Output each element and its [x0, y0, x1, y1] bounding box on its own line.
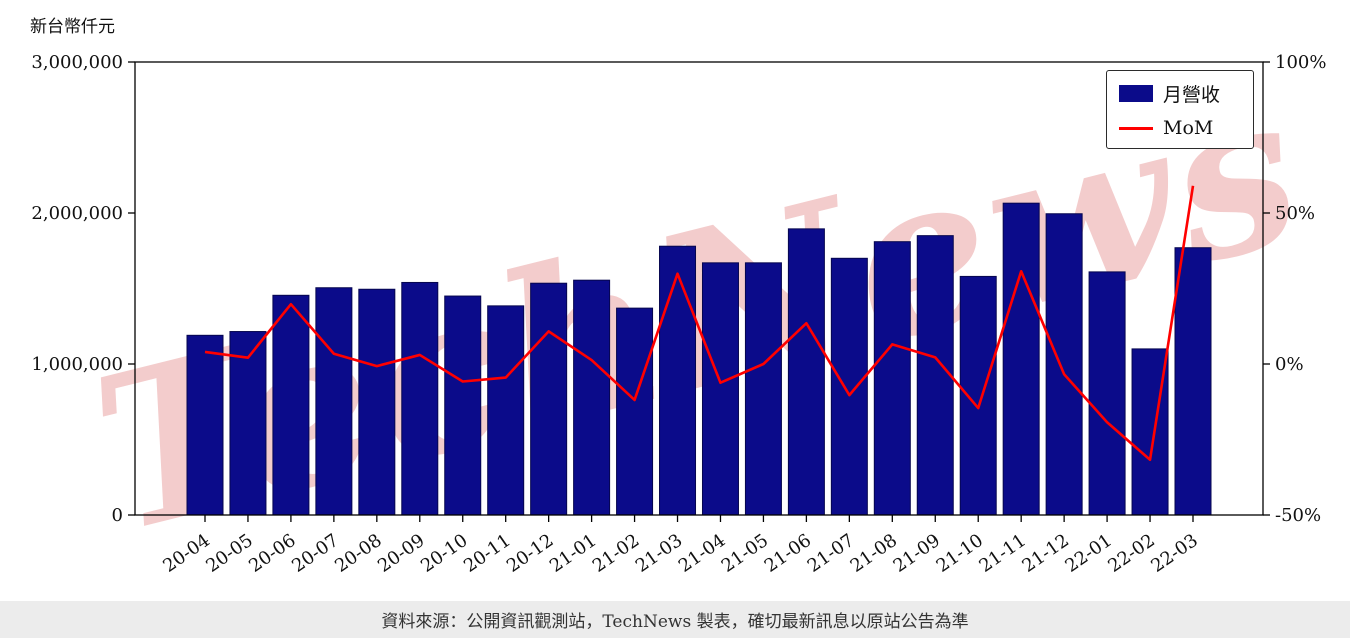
x-tick-label-22-02: 22-02 [1104, 530, 1159, 577]
bar-22-01 [1088, 271, 1126, 516]
bar-20-10 [444, 295, 482, 516]
source-text: 資料來源：公開資訊觀測站，TechNews 製表，確切最新訊息以原站公告為準 [381, 612, 969, 632]
bar-21-01 [573, 279, 611, 516]
bar-20-08 [358, 288, 396, 516]
right-tick-label: -50% [1275, 505, 1321, 526]
left-tick-label: 0 [112, 505, 123, 526]
legend-label-mom: MoM [1163, 117, 1214, 139]
mom-line [204, 185, 1195, 462]
bar-20-05 [229, 331, 267, 516]
right-tick-label: 100% [1275, 52, 1326, 73]
bar-20-06 [272, 294, 310, 516]
x-tick-label-21-11: 21-11 [975, 530, 1030, 577]
x-tick-label-21-01: 21-01 [546, 530, 601, 577]
bar-22-03 [1174, 247, 1212, 516]
bar-21-05 [744, 262, 782, 516]
bar-21-11 [1002, 202, 1040, 516]
bar-21-02 [616, 307, 654, 516]
x-tick-label-20-12: 20-12 [503, 530, 558, 577]
bar-21-07 [830, 257, 868, 516]
x-tick-label-20-07: 20-07 [288, 530, 343, 577]
x-tick-label-22-01: 22-01 [1061, 530, 1116, 577]
bar-21-04 [701, 262, 739, 516]
legend-item-revenue: 月營收 [1119, 80, 1239, 107]
legend-label-revenue: 月營收 [1163, 84, 1221, 106]
legend-item-mom: MoM [1119, 117, 1239, 139]
line-series-swatch [1119, 126, 1153, 130]
x-tick-label-21-05: 21-05 [718, 530, 773, 577]
x-tick-label-20-05: 20-05 [202, 530, 257, 577]
bar-20-07 [315, 287, 353, 516]
x-tick-label-21-12: 21-12 [1018, 530, 1073, 577]
bar-20-11 [487, 305, 525, 516]
x-tick-label-21-03: 21-03 [632, 530, 687, 577]
x-tick-label-20-08: 20-08 [331, 530, 386, 577]
source-footer: 資料來源：公開資訊觀測站，TechNews 製表，確切最新訊息以原站公告為準 [0, 601, 1350, 638]
x-tick-label-20-09: 20-09 [374, 530, 429, 577]
bar-20-12 [530, 282, 568, 516]
right-tick-label: 0% [1275, 354, 1304, 375]
bar-20-04 [186, 334, 224, 516]
left-tick-label: 2,000,000 [31, 203, 123, 224]
x-tick-label-21-04: 21-04 [675, 530, 730, 577]
bar-21-10 [959, 275, 997, 516]
bar-21-08 [873, 241, 911, 516]
chart-canvas: 0 1,000,000 2,000,000 3,000,000 -50% 0% 50% 100… [31, 52, 1326, 577]
x-tick-label-22-03: 22-03 [1147, 530, 1202, 577]
bar-21-03 [659, 245, 697, 516]
x-tick-label-20-06: 20-06 [245, 530, 300, 577]
bar-21-06 [787, 228, 825, 516]
x-tick-label-21-09: 21-09 [890, 530, 945, 577]
bar-21-12 [1045, 213, 1083, 516]
right-tick-label: 50% [1275, 203, 1315, 224]
x-tick-label-21-10: 21-10 [933, 530, 988, 577]
x-tick-label-21-02: 21-02 [589, 530, 644, 577]
y-axis-unit-label: 新台幣仟元 [30, 17, 115, 37]
bar-21-09 [916, 235, 954, 516]
x-tick-label-20-04: 20-04 [159, 530, 214, 577]
x-tick-label-20-11: 20-11 [460, 530, 515, 577]
x-tick-label-21-08: 21-08 [847, 530, 902, 577]
x-tick-label-21-07: 21-07 [804, 530, 859, 577]
bar-20-09 [401, 281, 439, 516]
bar-series-swatch [1119, 85, 1153, 102]
x-tick-label-21-06: 21-06 [761, 530, 816, 577]
x-tick-label-20-10: 20-10 [417, 530, 472, 577]
left-tick-label: 3,000,000 [31, 52, 123, 73]
plot-border [134, 61, 1264, 516]
left-tick-label: 1,000,000 [31, 354, 123, 375]
legend: 月營收 MoM [1106, 70, 1254, 149]
